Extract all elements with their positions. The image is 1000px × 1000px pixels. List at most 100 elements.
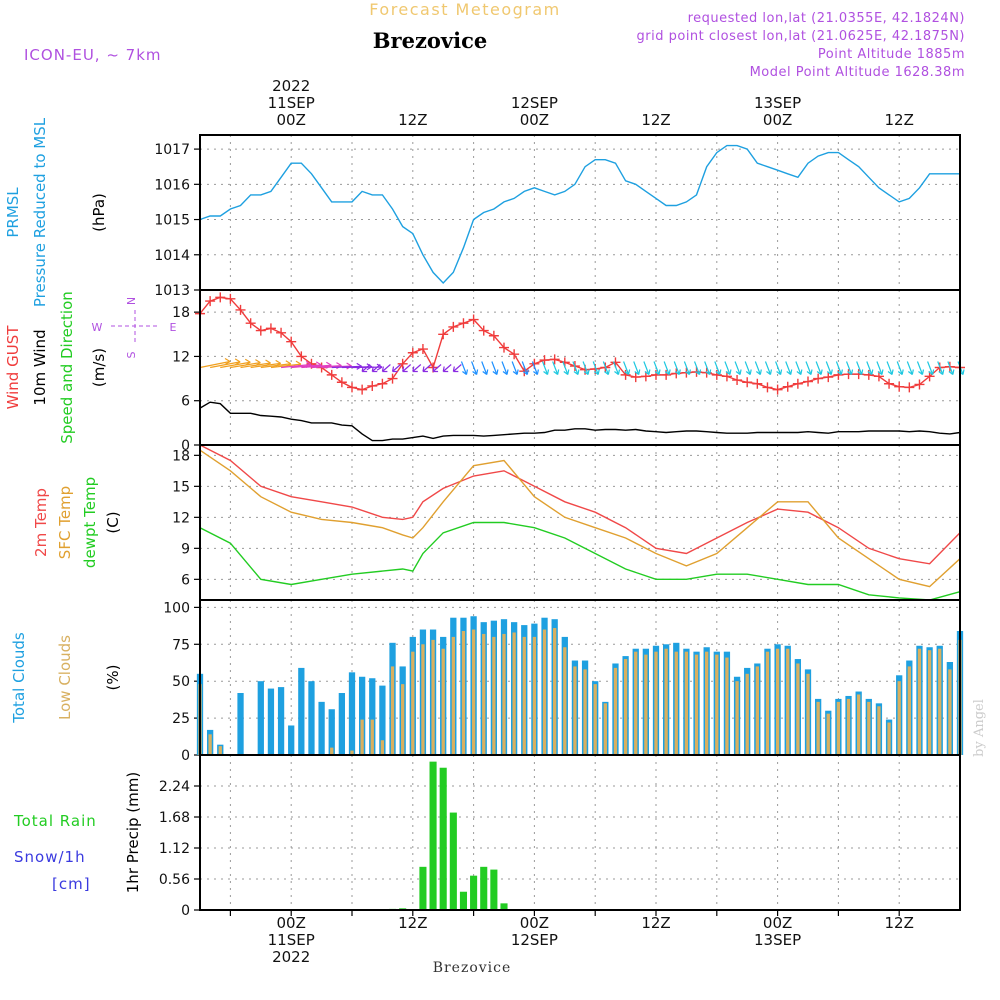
y-tick-label: 75 <box>172 637 190 653</box>
compass-s: S <box>125 351 138 358</box>
low-clouds-bar <box>735 681 739 755</box>
bottom-time-label: 00Z <box>520 914 549 932</box>
wind-barb <box>371 364 381 372</box>
gust-marker <box>792 378 803 389</box>
wind-barb-head <box>766 369 773 375</box>
wind-barb <box>876 361 883 375</box>
wind-barb <box>896 361 903 375</box>
y-tick-label: 1.12 <box>159 841 190 857</box>
wind-barb <box>301 364 332 369</box>
gust-marker <box>255 325 266 336</box>
wind-barb-head <box>857 369 864 375</box>
wind-barb-head <box>816 369 823 375</box>
wind-barb <box>460 361 468 375</box>
low-clouds-bar <box>583 669 587 755</box>
gust-marker <box>488 330 499 341</box>
wind-barb-head <box>735 369 742 375</box>
low-clouds-bar <box>411 651 415 755</box>
gust-marker <box>782 381 793 392</box>
wind-barb-head <box>603 369 610 375</box>
gust-marker <box>549 354 560 365</box>
wind-barb <box>795 361 802 375</box>
wind-barb <box>471 361 478 375</box>
wind-barb-head <box>512 369 519 375</box>
low-clouds-bar <box>471 629 476 755</box>
low-clouds-bar <box>867 701 871 755</box>
wind-barb <box>845 361 853 375</box>
top-time-label: 2022 <box>272 77 310 95</box>
gust-marker <box>407 347 418 358</box>
low-clouds-bar <box>705 651 709 755</box>
wind-barb <box>805 361 812 375</box>
gust-marker <box>276 327 287 338</box>
wind-barb <box>501 361 508 375</box>
wind-barb <box>452 364 462 372</box>
bottom-time-label: 13SEP <box>754 931 801 949</box>
wind-barb-head <box>462 369 469 375</box>
wind-barb <box>937 361 944 375</box>
wind-barb <box>592 361 599 375</box>
wind-barb <box>481 361 488 375</box>
total-clouds-bar <box>288 725 295 755</box>
wind-barb <box>704 361 711 375</box>
gust-marker <box>803 376 813 387</box>
rain-bar <box>419 866 427 910</box>
wind-barb <box>602 361 609 375</box>
wind-barb <box>623 361 630 375</box>
y-tick-label: 12 <box>172 349 190 365</box>
low-clouds-bar <box>360 719 364 755</box>
wind-barb <box>835 361 842 375</box>
wind-barb-head <box>442 366 449 373</box>
bottom-time-label: 2022 <box>272 948 310 966</box>
precip-side-label: [cm] <box>52 875 91 893</box>
low-clouds-bar <box>593 684 597 755</box>
low-clouds-bar <box>644 654 648 755</box>
compass-w: W <box>92 321 103 334</box>
point-altitude: Point Altitude 1885m <box>818 47 965 62</box>
wind-barb <box>230 362 261 369</box>
low-clouds-bar <box>664 648 668 755</box>
low-clouds-bar <box>654 651 658 755</box>
wind-barb-head <box>522 369 529 375</box>
wind-barb-head <box>593 369 600 375</box>
gust-marker <box>377 378 388 389</box>
y-tick-label: 100 <box>163 600 190 616</box>
gust-marker <box>468 314 479 325</box>
wind-barb-head <box>776 369 783 375</box>
wind-barb <box>491 361 498 375</box>
gust-marker <box>458 318 469 329</box>
wind-barb <box>764 361 772 375</box>
low-clouds-bar <box>218 746 222 755</box>
panel-axis-label: Total Clouds <box>10 632 28 724</box>
requested-location: requested lon,lat (21.0355E, 42.1824N) <box>688 11 965 26</box>
panel-precip: 0 0.56 1.12 1.68 2.24 1hr Precip (mm) Total Ra… <box>13 754 961 919</box>
wind-barb <box>541 361 549 375</box>
wind-barb <box>643 361 650 375</box>
panel-axis-label: 1hr Precip (mm) <box>124 772 142 893</box>
wind-barb-head <box>634 369 641 375</box>
gust-marker <box>417 344 428 355</box>
gust-marker <box>742 377 753 388</box>
low-clouds-bar <box>674 651 678 755</box>
gust-marker <box>813 373 824 384</box>
wind-barb <box>775 361 782 375</box>
wind-barb <box>311 365 342 369</box>
panel-axis-label: (%) <box>104 665 122 691</box>
wind-barb-head <box>918 369 925 375</box>
wind-barb <box>724 361 731 375</box>
wind-barb-head <box>897 369 904 375</box>
panel-clouds: 0 25 50 75 100 Total Clouds Low Clouds (%) <box>10 599 964 764</box>
wind-barb-head <box>887 369 894 375</box>
gust-marker <box>448 321 459 332</box>
y-tick-label: 6 <box>181 394 190 410</box>
low-clouds-bar <box>563 647 567 755</box>
model-point-altitude: Model Point Altitude 1628.38m <box>750 65 965 80</box>
low-clouds-bar <box>492 636 496 755</box>
top-time-label: 13SEP <box>754 94 801 112</box>
low-clouds-bar <box>542 629 547 755</box>
wind-barb <box>825 361 832 375</box>
bottom-time-label: 00Z <box>277 914 306 932</box>
total-clouds-bar <box>318 701 325 755</box>
wind-barb-head <box>907 369 914 375</box>
low-clouds-bar <box>938 648 942 755</box>
